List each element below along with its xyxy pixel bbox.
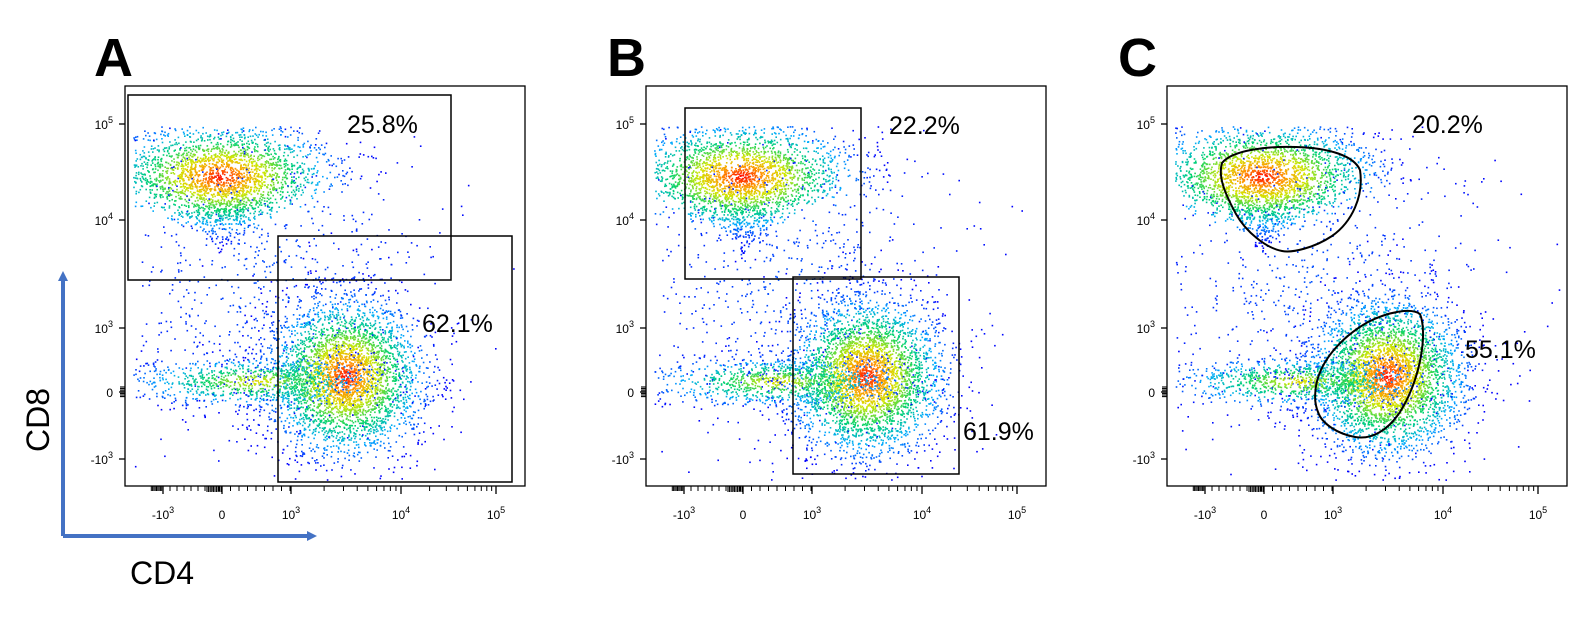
y-tick-label: 103: [95, 319, 113, 336]
x-tick-label: 105: [1529, 505, 1547, 522]
panel-c-gate-cd4-label: 55.1%: [1465, 336, 1536, 364]
panel-a-y-ticks: 105 104 103 0 -103: [91, 115, 125, 467]
y-tick-label: 0: [1148, 386, 1155, 400]
x-tick-label: -103: [673, 505, 695, 522]
panel-c-y-ticks: 105 104 103 0 -103: [1133, 115, 1167, 467]
panel-a-plot-frame: [125, 86, 525, 486]
panel-c-letter: C: [1118, 28, 1157, 88]
panel-c-scatter: [1175, 126, 1560, 481]
x-tick-label: 103: [1324, 505, 1342, 522]
panel-c-gate-cd8-label: 20.2%: [1412, 111, 1483, 139]
panel-b-gate-cd4-label: 61.9%: [963, 418, 1034, 446]
x-axis-label: CD4: [130, 555, 194, 591]
y-tick-label: 103: [1137, 319, 1155, 336]
x-tick-label: 103: [803, 505, 821, 522]
x-tick-label: 105: [1008, 505, 1026, 522]
panel-c-x-ticks: -103 0 103 104 105: [1193, 486, 1547, 522]
x-tick-label: 104: [913, 505, 931, 522]
y-tick-label: -103: [612, 450, 634, 467]
x-tick-label: 104: [1434, 505, 1452, 522]
y-tick-label: 105: [1137, 115, 1155, 132]
y-tick-label: 0: [627, 386, 634, 400]
y-tick-label: 105: [616, 115, 634, 132]
panel-a-letter: A: [94, 28, 133, 88]
y-tick-label: -103: [1133, 450, 1155, 467]
panel-b-letter: B: [607, 28, 646, 88]
panel-b-gate-cd8-label: 22.2%: [889, 112, 960, 140]
panel-a: A 105 104 103 0 -103 -103 0 103 104 105 25.8% 62…: [91, 28, 525, 522]
panel-a-x-ticks: -103 0 103 104 105: [151, 486, 505, 522]
panel-b: B 105 104 103 0 -103 -103 0 103 104 105 22.2% 61…: [607, 28, 1046, 522]
x-tick-label: -103: [1194, 505, 1216, 522]
panel-a-gate-cd4-label: 62.1%: [422, 310, 493, 338]
x-tick-label: 105: [487, 505, 505, 522]
y-tick-label: 104: [95, 211, 113, 228]
panel-a-gate-cd8-label: 25.8%: [347, 111, 418, 139]
panel-b-x-ticks: -103 0 103 104 105: [672, 486, 1026, 522]
y-tick-label: 104: [1137, 211, 1155, 228]
x-tick-label: 0: [1261, 508, 1268, 522]
x-tick-label: 103: [282, 505, 300, 522]
x-tick-label: 0: [219, 508, 226, 522]
panel-a-scatter: [133, 126, 515, 481]
panel-c: C 105 104 103 0 -103 -103 0 103 104 105 20.2% 55…: [1118, 28, 1567, 522]
x-tick-label: -103: [152, 505, 174, 522]
x-tick-label: 104: [392, 505, 410, 522]
y-tick-label: 0: [106, 386, 113, 400]
y-tick-label: 103: [616, 319, 634, 336]
y-tick-label: 105: [95, 115, 113, 132]
y-axis-label: CD8: [20, 388, 56, 452]
panel-c-plot-frame: [1167, 86, 1567, 486]
y-tick-label: -103: [91, 450, 113, 467]
y-tick-label: 104: [616, 211, 634, 228]
x-tick-label: 0: [740, 508, 747, 522]
panel-b-y-ticks: 105 104 103 0 -103: [612, 115, 646, 467]
